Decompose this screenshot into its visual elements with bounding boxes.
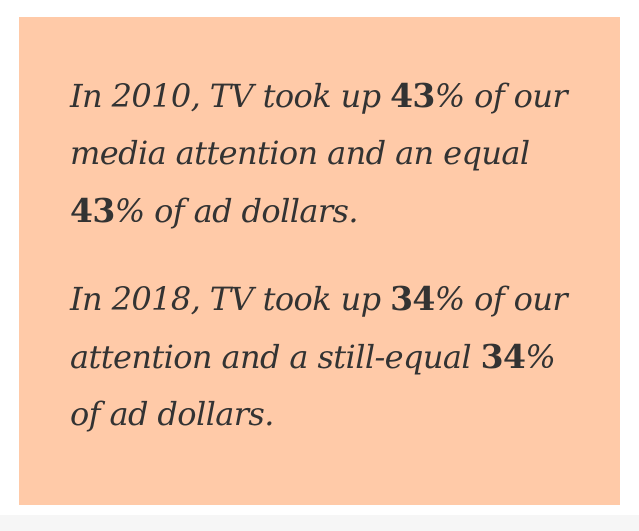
text-2018-intro: In 2018, TV took up (70, 280, 391, 318)
paragraph-2010-line-1: In 2010, TV took up 43% of our (70, 67, 590, 125)
paragraph-2018-line-1: In 2018, TV took up 34% of our (70, 270, 590, 328)
paragraph-2010-line-3: 43% of ad dollars. (70, 182, 590, 240)
text-2010-ad-dollars: % of ad dollars. (114, 192, 359, 230)
text-2010-intro: In 2010, TV took up (70, 77, 391, 115)
text-2018-of-our: % of our (434, 280, 568, 318)
paragraph-2010: In 2010, TV took up 43% of our media att… (70, 67, 590, 240)
text-2010-of-our: % of our (434, 77, 568, 115)
paragraph-2018: In 2018, TV took up 34% of our attention… (70, 270, 590, 443)
bottom-divider (0, 515, 639, 531)
paragraph-2018-line-3: of ad dollars. (70, 395, 274, 433)
stat-ad-dollars-2018: 34 (480, 337, 526, 376)
stat-tv-attention-2018: 34 (390, 279, 435, 318)
paragraph-2018-line-2: attention and a still-equal 34% (70, 328, 590, 386)
stat-tv-attention-2010: 43 (390, 76, 435, 115)
quote-card (19, 17, 620, 505)
paragraph-2010-line-2: media attention and an equal (70, 134, 530, 172)
stat-ad-dollars-2010: 43 (70, 191, 115, 230)
text-2018-percent: % (525, 338, 556, 376)
text-2018-still-equal: attention and a still-equal (70, 338, 481, 376)
